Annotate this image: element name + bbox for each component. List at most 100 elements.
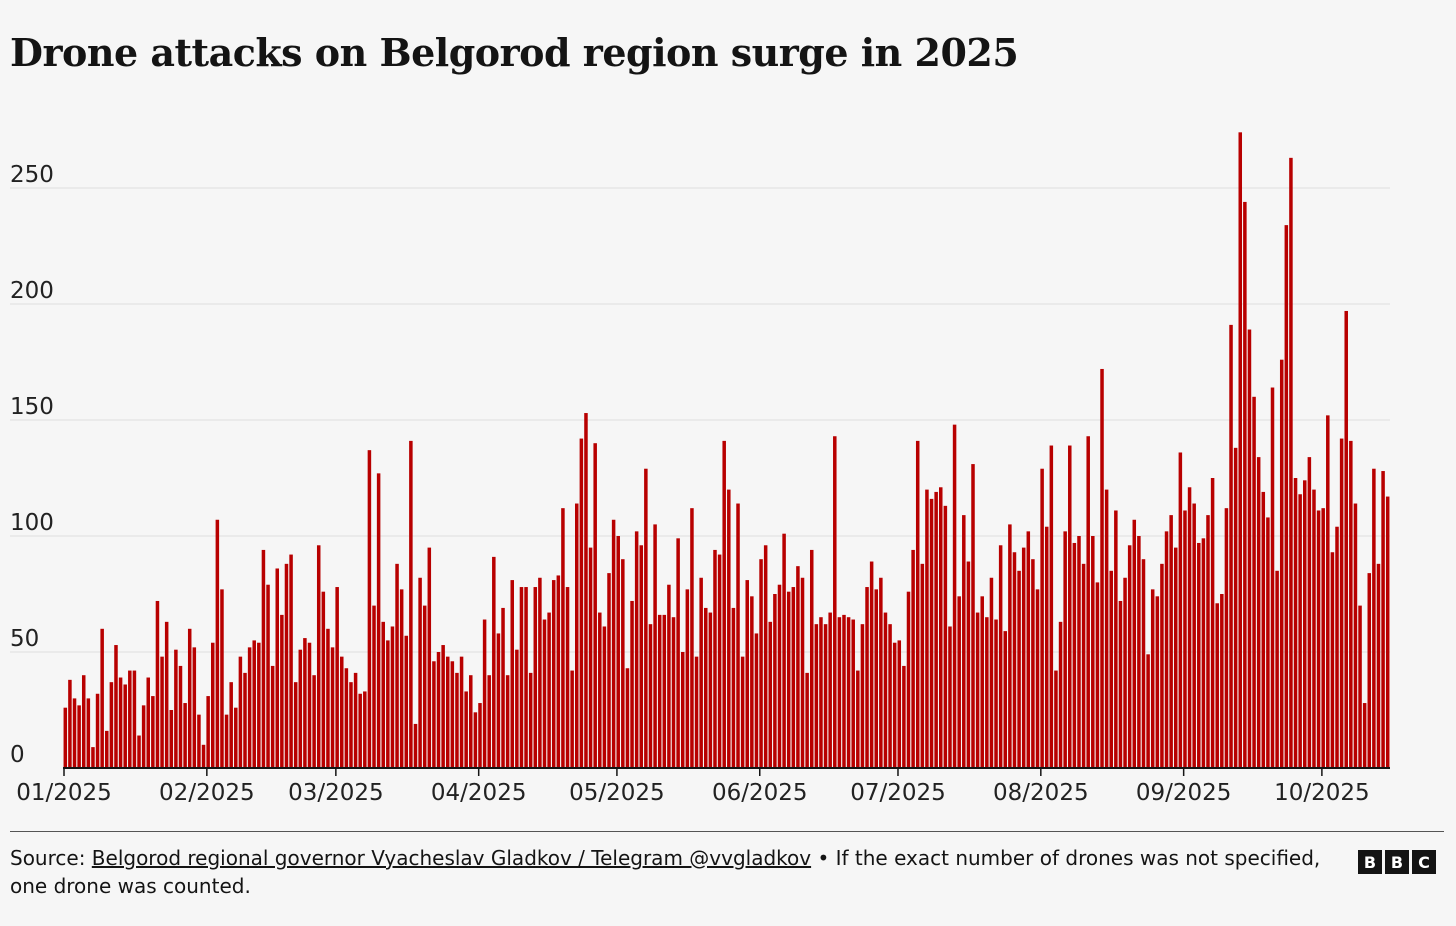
bar: [828, 612, 832, 768]
x-tick-label: 02/2025: [159, 780, 255, 806]
bar: [1353, 503, 1358, 768]
bar: [1118, 600, 1123, 768]
bar: [100, 628, 104, 768]
bar-chart: 0 50 100 150 200 250 01/2025 02/2025 03/2025 04/…: [10, 132, 1390, 806]
bar: [1068, 445, 1072, 768]
bar: [390, 626, 395, 768]
bar: [519, 587, 524, 768]
bar: [1104, 489, 1109, 768]
bar: [1086, 436, 1090, 768]
chart-title: Drone attacks on Belgorod region surge i…: [10, 30, 1019, 75]
bar: [611, 519, 616, 768]
bar: [1031, 559, 1035, 768]
bar: [1040, 468, 1044, 768]
bar: [731, 607, 736, 768]
bar: [915, 440, 920, 768]
bar: [561, 508, 565, 768]
bar: [215, 519, 220, 768]
bar: [238, 656, 243, 768]
bar: [91, 747, 95, 768]
bar: [989, 577, 994, 768]
bar: [95, 693, 100, 768]
bar: [395, 563, 399, 768]
bar: [247, 647, 252, 768]
bar: [897, 640, 902, 768]
bar: [77, 705, 81, 768]
bar: [1206, 515, 1210, 768]
bar: [1035, 589, 1040, 768]
bar: [1349, 440, 1353, 768]
bar: [455, 672, 459, 768]
bar: [1137, 536, 1141, 768]
bar: [358, 693, 362, 768]
bar: [1289, 157, 1293, 769]
bar: [985, 617, 989, 768]
bar: [1109, 570, 1113, 768]
bar: [952, 424, 957, 768]
bar: [911, 549, 915, 768]
bar: [1266, 517, 1270, 768]
bar: [1021, 547, 1026, 768]
bar: [1385, 496, 1390, 768]
bar: [109, 682, 114, 768]
y-tick-label: 100: [10, 510, 54, 536]
bar: [1150, 589, 1155, 768]
bar: [1358, 605, 1362, 768]
bar: [81, 675, 86, 768]
bar: [593, 443, 597, 768]
bar: [856, 670, 860, 768]
bar: [588, 547, 593, 768]
source-note: Source: Belgorod regional governor Vyach…: [10, 844, 1340, 900]
bar: [1293, 478, 1298, 768]
bar: [680, 652, 685, 768]
bar: [160, 656, 164, 768]
bar: [86, 698, 91, 768]
x-tick-label: 09/2025: [1136, 780, 1232, 806]
bar: [376, 473, 381, 768]
bar: [736, 503, 740, 768]
source-link[interactable]: Belgorod regional governor Vyacheslav Gl…: [91, 846, 812, 870]
bar: [860, 624, 865, 768]
bar: [883, 612, 888, 768]
bar: [602, 626, 607, 768]
bar: [289, 554, 293, 768]
bar: [1376, 563, 1381, 768]
bar: [704, 607, 708, 768]
bar: [575, 503, 579, 768]
bar: [1321, 508, 1325, 768]
bar: [948, 626, 952, 768]
bar: [326, 628, 330, 768]
bar: [492, 556, 496, 768]
bar: [312, 675, 316, 768]
bar: [865, 587, 869, 768]
bar: [1054, 670, 1058, 768]
bar: [796, 566, 800, 768]
bar: [809, 549, 814, 768]
bar: [823, 624, 828, 768]
bar: [598, 612, 602, 768]
bar: [1003, 631, 1008, 768]
bar: [1192, 503, 1196, 768]
x-tick-label: 07/2025: [850, 780, 946, 806]
bar: [1197, 542, 1201, 768]
bar: [206, 696, 210, 768]
bar: [307, 642, 312, 768]
bar: [773, 594, 777, 768]
gridlines: [10, 187, 1390, 653]
bar: [667, 584, 671, 768]
bar: [1233, 447, 1238, 768]
bar: [399, 589, 404, 768]
bar: [1132, 519, 1137, 768]
bar: [284, 563, 289, 768]
bar: [363, 691, 367, 768]
bar: [183, 703, 187, 768]
bar: [657, 614, 662, 768]
bbc-logo: B B C: [1358, 850, 1436, 874]
logo-letter-b2: B: [1385, 850, 1409, 874]
bar: [1058, 621, 1063, 768]
bar: [994, 619, 998, 768]
bar: [321, 591, 326, 768]
bar: [224, 714, 229, 768]
bar: [1026, 531, 1031, 768]
bar: [662, 614, 667, 768]
